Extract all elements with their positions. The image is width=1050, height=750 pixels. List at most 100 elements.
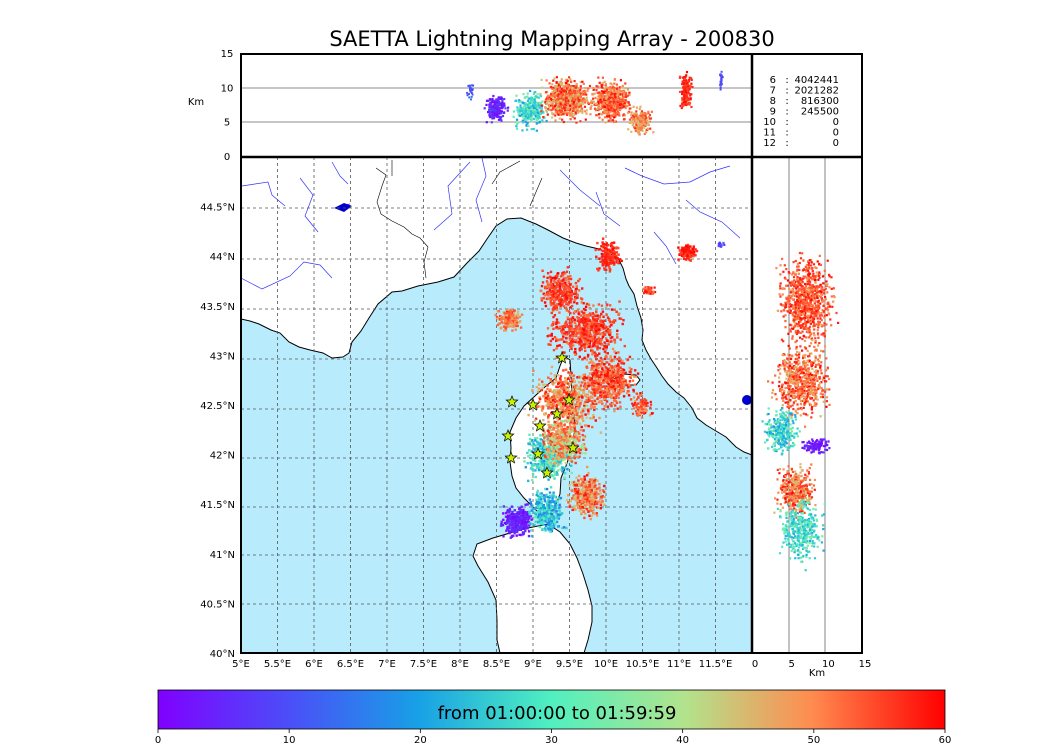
- lightning-source-point: [554, 421, 557, 424]
- lightning-source-point: [564, 472, 567, 475]
- lightning-source-point: [509, 536, 512, 539]
- lightning-source-point: [574, 439, 577, 443]
- lightning-source-point: [536, 390, 540, 393]
- lightning-source-point: [550, 520, 553, 523]
- lightning-source-point: [577, 289, 581, 292]
- lightning-source-point: [539, 492, 542, 495]
- lightning-source-point: [635, 403, 638, 407]
- lightning-source-point: [517, 111, 520, 114]
- lightning-source-point: [566, 317, 570, 321]
- lightning-source-point: [506, 515, 510, 518]
- lightning-source-point: [602, 244, 605, 248]
- lightning-source-point: [583, 494, 586, 497]
- lightning-source-point: [561, 272, 564, 275]
- lightning-source-point: [557, 327, 560, 330]
- lightning-source-point: [578, 415, 582, 418]
- lightning-source-point: [576, 401, 579, 404]
- lightning-source-point: [548, 286, 551, 289]
- lightning-source-point: [563, 288, 566, 292]
- lightning-source-point: [622, 385, 625, 389]
- lightning-source-point: [616, 336, 619, 339]
- lightning-source-point: [548, 292, 552, 296]
- lightning-source-point: [498, 107, 501, 110]
- lightning-source-point: [549, 467, 552, 471]
- lightning-source-point: [606, 248, 609, 251]
- lightning-source-point: [550, 440, 554, 444]
- lightning-source-point: [588, 506, 592, 509]
- lightning-source-point: [613, 338, 616, 341]
- lightning-source-point: [616, 388, 620, 392]
- lightning-source-point: [593, 500, 597, 503]
- lightning-source-point: [586, 480, 589, 483]
- lightning-source-point: [538, 505, 542, 508]
- lightning-source-point: [490, 106, 494, 109]
- lightning-source-point: [558, 515, 561, 519]
- lightning-source-point: [585, 314, 589, 317]
- lightning-source-point: [516, 310, 520, 313]
- lightning-source-point: [593, 485, 596, 489]
- lightning-source-point: [612, 396, 615, 399]
- lightning-source-point: [540, 111, 543, 114]
- lightning-source-point: [601, 361, 604, 365]
- lightning-source-point: [526, 527, 529, 530]
- lightning-source-point: [631, 402, 634, 405]
- lightning-source-point: [533, 448, 536, 451]
- lightning-source-point: [518, 99, 521, 102]
- lightning-source-point: [569, 453, 572, 456]
- lightning-source-point: [578, 277, 581, 281]
- lightning-source-point: [566, 428, 569, 431]
- lightning-source-point: [495, 98, 498, 101]
- lightning-source-point: [559, 375, 563, 378]
- lightning-source-point: [529, 453, 532, 457]
- lightning-source-point: [563, 431, 566, 434]
- lightning-source-point: [562, 414, 566, 417]
- lightning-source-point: [545, 280, 549, 283]
- lightning-source-point: [573, 380, 576, 384]
- lightning-source-point: [558, 461, 561, 464]
- lightning-source-point: [568, 300, 571, 304]
- lightning-source-point: [685, 245, 688, 248]
- lightning-source-point: [590, 368, 593, 371]
- lightning-source-point: [543, 455, 546, 459]
- lightning-source-point: [551, 397, 555, 400]
- lightning-source-point: [550, 390, 554, 393]
- lightning-source-point: [588, 478, 592, 481]
- lightning-source-point: [599, 319, 602, 322]
- lightning-source-point: [516, 521, 520, 524]
- lightning-source-point: [593, 373, 596, 377]
- lightning-source-point: [559, 380, 562, 383]
- lightning-source-point: [552, 470, 555, 473]
- lightning-source-point: [582, 481, 585, 484]
- lightning-source-point: [604, 251, 607, 254]
- lightning-source-point: [564, 419, 568, 423]
- lightning-source-point: [513, 509, 516, 512]
- lightning-source-point: [609, 258, 612, 261]
- lightning-source-point: [583, 475, 586, 478]
- lightning-source-point: [532, 128, 535, 131]
- lightning-source-point: [573, 425, 576, 428]
- lightning-source-point: [531, 107, 534, 110]
- lightning-source-point: [638, 406, 641, 409]
- lightning-source-point: [590, 349, 593, 352]
- lightning-source-point: [595, 338, 599, 341]
- lightning-source-point: [561, 446, 565, 450]
- lightning-source-point: [600, 394, 604, 397]
- lightning-source-point: [568, 383, 572, 386]
- lightning-source-point: [604, 264, 608, 267]
- lightning-source-point: [523, 522, 526, 525]
- lightning-source-point: [509, 310, 512, 313]
- lightning-source-point: [617, 369, 620, 373]
- lightning-source-point: [557, 445, 561, 448]
- lightning-source-point: [597, 385, 600, 389]
- lightning-source-point: [579, 448, 582, 452]
- lightning-source-point: [508, 520, 512, 523]
- lightning-source-point: [601, 241, 604, 244]
- lightning-source-point: [542, 472, 545, 476]
- lightning-source-point: [601, 262, 604, 265]
- lightning-source-point: [516, 324, 519, 328]
- lightning-source-point: [507, 106, 510, 109]
- lightning-source-point: [594, 496, 597, 500]
- lightning-source-point: [582, 443, 586, 446]
- lightning-source-point: [610, 396, 613, 399]
- lightning-source-point: [541, 86, 544, 89]
